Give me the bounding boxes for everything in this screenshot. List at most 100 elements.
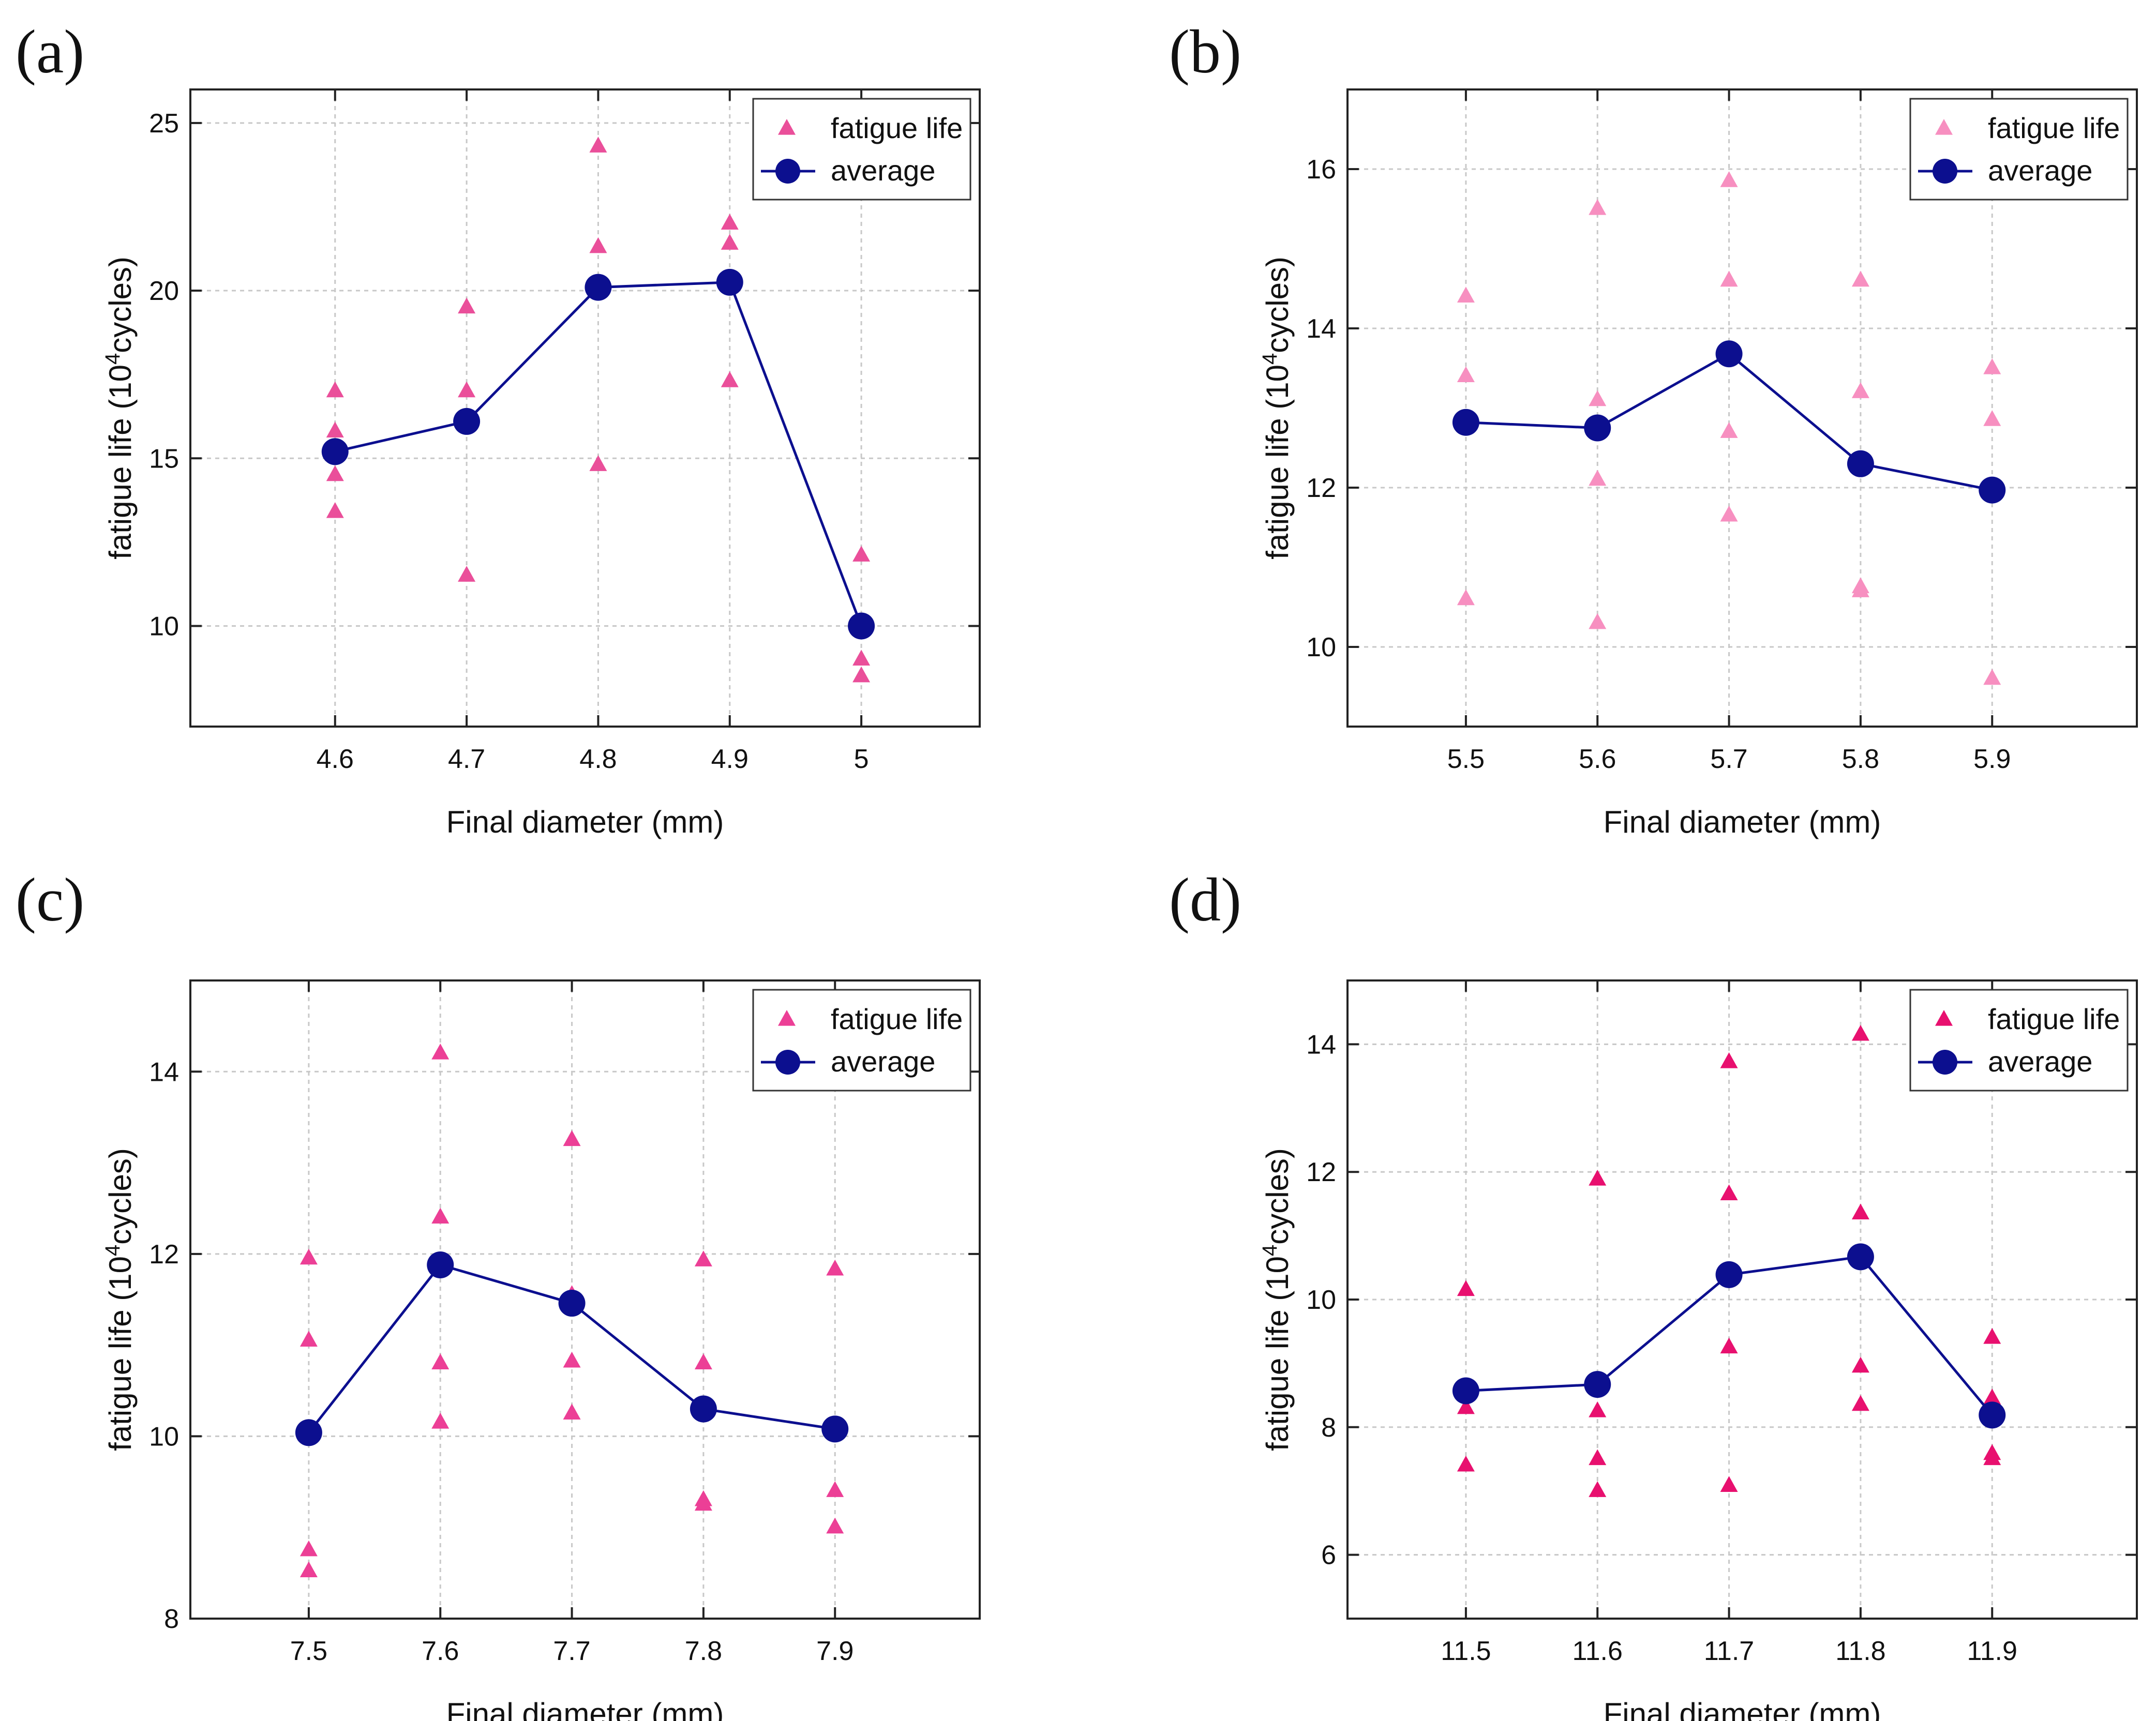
chart-panel-3: (d) 11.5 11.6 11.7 11.8 11.9 6 8 10 12 14 Final dia…: [1169, 865, 2138, 1721]
fatigue-life-point-11: [1851, 1024, 1869, 1041]
average-point-1: [453, 407, 481, 435]
y-tick-label-3: 12: [1306, 1157, 1336, 1187]
fatigue-life-point-12: [1851, 1203, 1869, 1220]
fatigue-life-point-14: [1851, 581, 1869, 597]
fatigue-life-point-15: [694, 1494, 712, 1511]
fatigue-life-point-14: [1851, 1395, 1869, 1411]
panel-label: (c): [16, 865, 84, 934]
y-axis-title-superscript: 4: [1259, 353, 1281, 365]
y-tick-label-3: 25: [149, 109, 179, 139]
fatigue-life-point-7: [431, 1413, 450, 1429]
x-tick-label-3: 4.9: [711, 744, 748, 774]
fatigue-life-point-5: [1589, 1449, 1607, 1466]
x-tick-label-0: 4.6: [317, 744, 354, 774]
x-axis-title: Final diameter (mm): [1604, 1697, 1881, 1721]
fatigue-life-point-9: [1720, 1337, 1738, 1354]
y-tick-label-2: 20: [149, 276, 179, 306]
y-axis-title-suffix: cycles): [1260, 1148, 1295, 1245]
x-tick-label-2: 7.7: [553, 1636, 590, 1666]
fatigue-life-point-3: [326, 502, 344, 518]
fatigue-life-point-0: [326, 381, 344, 398]
chart-panel-2: (c) 7.5 7.6 7.7 7.8 7.9 8 10 12 14 Final diameter …: [16, 865, 981, 1721]
average-point-3: [1847, 450, 1874, 477]
average-point-2: [558, 1290, 586, 1317]
fatigue-life-point-2: [326, 465, 344, 481]
average-point-4: [848, 612, 875, 640]
y-axis-title-prefix: fatigue life (10: [1260, 365, 1295, 560]
legend: fatigue life average: [752, 989, 971, 1092]
fatigue-life-point-5: [431, 1207, 450, 1224]
x-tick-label-1: 7.6: [422, 1636, 459, 1666]
fatigue-life-point-0: [1457, 286, 1475, 303]
fatigue-life-point-15: [1983, 358, 2001, 374]
legend-average-marker: [1933, 159, 1957, 184]
y-axis-title-superscript: 4: [1259, 1245, 1281, 1256]
average-point-0: [321, 438, 349, 465]
y-tick-label-0: 8: [164, 1604, 179, 1634]
fatigue-life-point-11: [563, 1403, 581, 1420]
fatigue-life-point-9: [1720, 422, 1738, 438]
fatigue-life-point-7: [1720, 171, 1738, 187]
y-axis-title-superscript: 4: [101, 353, 124, 365]
fatigue-life-point-14: [852, 650, 871, 666]
x-axis-title: Final diameter (mm): [446, 805, 724, 839]
legend-fatigue-life-marker: [778, 1010, 796, 1026]
fatigue-life-point-9: [589, 455, 607, 471]
fatigue-life-point-17: [826, 1481, 844, 1497]
legend-average-marker: [1933, 1050, 1957, 1075]
fatigue-life-point-3: [1589, 1170, 1607, 1186]
fatigue-life-point-7: [1720, 1052, 1738, 1068]
fatigue-life-point-11: [1851, 270, 1869, 287]
average-point-3: [1847, 1243, 1874, 1271]
fatigue-life-point-15: [1983, 1328, 2001, 1344]
y-tick-label-0: 10: [1306, 632, 1336, 662]
y-axis-title-suffix: cycles): [103, 256, 138, 353]
fatigue-life-point-12: [694, 1250, 712, 1266]
y-tick-label-3: 14: [149, 1057, 179, 1087]
fatigue-life-point-0: [300, 1248, 318, 1265]
plot-frame: [189, 979, 981, 1620]
fatigue-life-point-6: [1589, 1481, 1607, 1497]
fatigue-life-point-3: [300, 1561, 318, 1577]
average-point-0: [1452, 409, 1479, 436]
legend: fatigue life average: [752, 98, 971, 201]
fatigue-life-point-18: [1983, 1449, 2001, 1466]
panel-label: (a): [16, 17, 84, 86]
fatigue-life-point-10: [563, 1351, 581, 1368]
x-axis-title: Final diameter (mm): [446, 1697, 724, 1721]
legend-fatigue-life-label: fatigue life: [831, 1003, 963, 1035]
fatigue-life-point-4: [458, 297, 476, 314]
fatigue-life-point-6: [431, 1353, 450, 1370]
fatigue-life-point-1: [326, 421, 344, 438]
chart-panel-1: (b) 5.5 5.6 5.7 5.8 5.9 10 12 14 16 Final diameter…: [1169, 17, 2138, 839]
fatigue-life-point-2: [1457, 589, 1475, 606]
fatigue-life-point-4: [1589, 1401, 1607, 1417]
fatigue-life-point-0: [1457, 1280, 1475, 1296]
y-axis-title-prefix: fatigue life (10: [103, 365, 138, 560]
x-tick-label-1: 4.7: [448, 744, 485, 774]
x-tick-label-0: 5.5: [1447, 744, 1485, 774]
legend-fatigue-life-marker: [1935, 1010, 1953, 1026]
y-tick-label-1: 8: [1321, 1413, 1336, 1443]
fatigue-life-point-10: [721, 214, 739, 230]
fatigue-life-point-3: [1589, 199, 1607, 215]
fatigue-life-point-8: [1720, 270, 1738, 287]
y-axis-title-suffix: cycles): [103, 1148, 138, 1245]
y-tick-label-2: 14: [1306, 314, 1336, 344]
fatigue-life-point-12: [721, 371, 739, 387]
average-point-3: [690, 1395, 717, 1423]
fatigue-life-point-6: [1589, 613, 1607, 629]
y-axis-title-prefix: fatigue life (10: [1260, 1256, 1295, 1451]
fatigue-life-point-15: [852, 666, 871, 683]
x-axis-title: Final diameter (mm): [1604, 805, 1881, 839]
y-axis-title: fatigue life (104cycles): [101, 1148, 138, 1451]
fatigue-life-point-12: [1851, 382, 1869, 398]
legend-average-marker: [775, 159, 800, 184]
y-tick-label-1: 10: [149, 1422, 179, 1452]
plot-frame: [189, 88, 981, 728]
fatigue-life-point-4: [1589, 390, 1607, 406]
average-point-4: [1979, 1401, 2006, 1429]
x-tick-label-4: 5: [854, 744, 869, 774]
average-point-3: [716, 268, 743, 296]
